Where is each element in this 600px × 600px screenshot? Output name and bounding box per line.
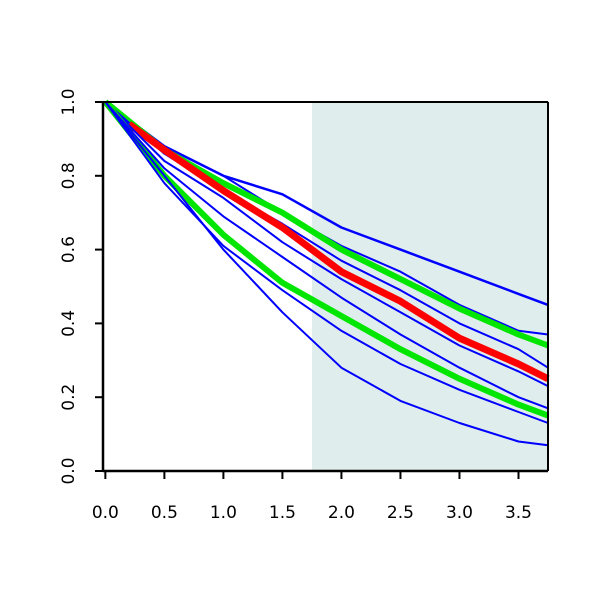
axes: 0.0 0.2 0.4 0.6 0.8 1.0 0.0 0.5 1.0 1.5 2.0 2.5 3.0 3… <box>59 88 549 523</box>
y-tick-label: 0.0 <box>59 457 79 484</box>
y-tick-label: 0.6 <box>59 236 79 263</box>
x-tick-label: 3.0 <box>446 503 473 523</box>
series-line-2 <box>104 101 549 336</box>
shaded-region <box>311 102 548 471</box>
y-tick-label: 0.4 <box>59 310 79 337</box>
series-line-5 <box>126 121 550 382</box>
x-tick-label: 0.0 <box>92 503 119 523</box>
x-tick-label: 2.0 <box>328 503 355 523</box>
y-tick-label: 0.8 <box>59 162 79 189</box>
x-tick-label: 1.5 <box>269 503 296 523</box>
series-group <box>103 99 550 447</box>
series-line-8 <box>104 101 549 410</box>
series-line-9 <box>104 101 549 424</box>
x-tick-label: 0.5 <box>151 503 178 523</box>
series-line-7 <box>103 100 550 419</box>
x-tick-label: 3.5 <box>505 503 532 523</box>
series-line-10 <box>104 101 549 447</box>
plot-area <box>103 102 548 471</box>
y-tick-label: 1.0 <box>59 88 79 115</box>
x-tick-label: 2.5 <box>387 503 414 523</box>
series-line-6 <box>104 101 549 387</box>
x-tick-label: 1.0 <box>210 503 237 523</box>
y-tick-label: 0.2 <box>59 384 79 411</box>
